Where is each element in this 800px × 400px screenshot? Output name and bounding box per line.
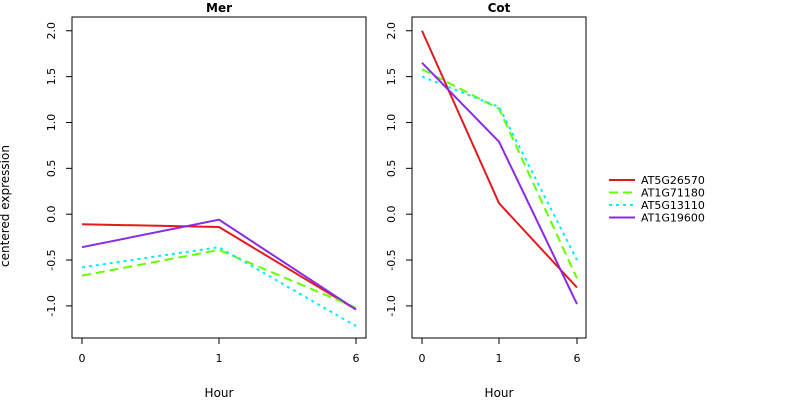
- x-tick-label: 6: [574, 352, 581, 365]
- y-tick-label: 1.5: [385, 68, 398, 86]
- legend-label: AT1G71180: [641, 187, 705, 200]
- legend-label: AT5G13110: [641, 199, 705, 212]
- series-line-at5g13110: [421, 75, 578, 261]
- legend-item: AT5G13110: [609, 199, 705, 212]
- x-axis-label: Hour: [485, 386, 514, 400]
- y-tick-label: 2.0: [385, 22, 398, 39]
- x-axis-label: Hour: [205, 386, 234, 400]
- legend-item: AT5G26570: [609, 174, 705, 187]
- x-tick-label: 6: [353, 352, 360, 365]
- legend-item: AT1G19600: [609, 212, 705, 225]
- y-tick-label: -0.5: [385, 249, 398, 270]
- series-line-at5g26570: [421, 30, 578, 289]
- panel-title: Cot: [488, 1, 511, 15]
- y-tick-label: 0.0: [45, 205, 58, 223]
- y-tick-label: 1.0: [385, 114, 398, 132]
- series-line-at1g19600: [421, 62, 578, 305]
- x-tick-label: 1: [216, 352, 223, 365]
- y-tick-label: -1.0: [45, 295, 58, 316]
- series-line-at5g26570: [81, 223, 357, 311]
- y-tick-label: 1.0: [45, 114, 58, 132]
- chart-panel-mer: Mer -1.0 -0.5 0.0 0.5 1.0 1.5 2.0 0 1 6 Hour: [45, 1, 367, 400]
- x-tick-label: 0: [79, 352, 86, 365]
- series-line-at1g71180: [81, 248, 357, 309]
- chart-panel-cot: Cot -1.0 -0.5 0.0 0.5 1.0 1.5 2.0 0 1 6 Hour: [385, 1, 587, 400]
- y-tick-label: -1.0: [385, 295, 398, 316]
- legend-label: AT5G26570: [641, 174, 705, 187]
- panel-title: Mer: [206, 1, 232, 15]
- series-line-at1g71180: [421, 68, 578, 279]
- series-line-at1g19600: [81, 218, 357, 311]
- legend-item: AT1G71180: [609, 187, 705, 200]
- y-tick-label: 2.0: [45, 22, 58, 39]
- series-line-at5g13110: [81, 246, 357, 327]
- x-tick-label: 1: [496, 352, 503, 365]
- y-tick-label: -0.5: [45, 249, 58, 270]
- y-axis-label: centered expression: [0, 145, 12, 267]
- y-tick-label: 0.0: [385, 205, 398, 223]
- y-tick-label: 0.5: [385, 160, 398, 178]
- x-tick-label: 0: [419, 352, 426, 365]
- legend-label: AT1G19600: [641, 212, 705, 225]
- y-tick-label: 1.5: [45, 68, 58, 86]
- y-tick-label: 0.5: [45, 160, 58, 178]
